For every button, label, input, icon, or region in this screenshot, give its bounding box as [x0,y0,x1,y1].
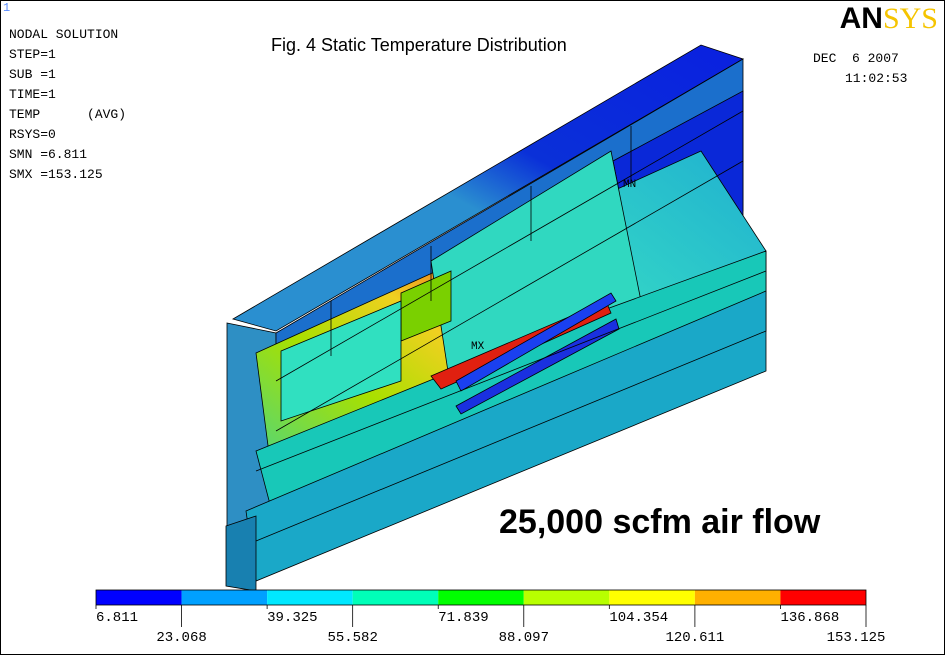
max-marker: MX [471,341,485,353]
legend-label: 23.068 [156,630,206,646]
legend-swatch [182,590,268,605]
legend-swatch [353,590,439,605]
color-legend: 6.811 23.068 39.325 55.582 71.839 88.097 104.3… [96,590,885,646]
legend-label: 55.582 [327,630,377,646]
legend-label: 88.097 [499,630,549,646]
min-marker: MN [623,179,636,191]
legend-label: 104.354 [609,610,668,626]
legend-swatch [609,590,695,605]
legend-label: 39.325 [267,610,317,626]
legend-label: 6.811 [96,610,138,626]
legend-swatch [267,590,353,605]
screenshot: 1 NODAL SOLUTIONSTEP=1SUB =1TIME=1TEMP (… [0,0,945,655]
annotation: 25,000 scfm air flow [499,503,821,541]
legend-swatch [524,590,610,605]
legend-swatch [96,590,182,605]
model-view: MX MN 25,000 scfm air flow 6.811 23.068 39… [1,1,944,654]
legend-swatch [695,590,781,605]
legend-label: 153.125 [827,630,886,646]
legend-label: 71.839 [438,610,488,626]
legend-label: 120.611 [665,630,724,646]
legend-swatch [780,590,866,605]
legend-label: 136.868 [780,610,839,626]
legend-swatch [438,590,524,605]
